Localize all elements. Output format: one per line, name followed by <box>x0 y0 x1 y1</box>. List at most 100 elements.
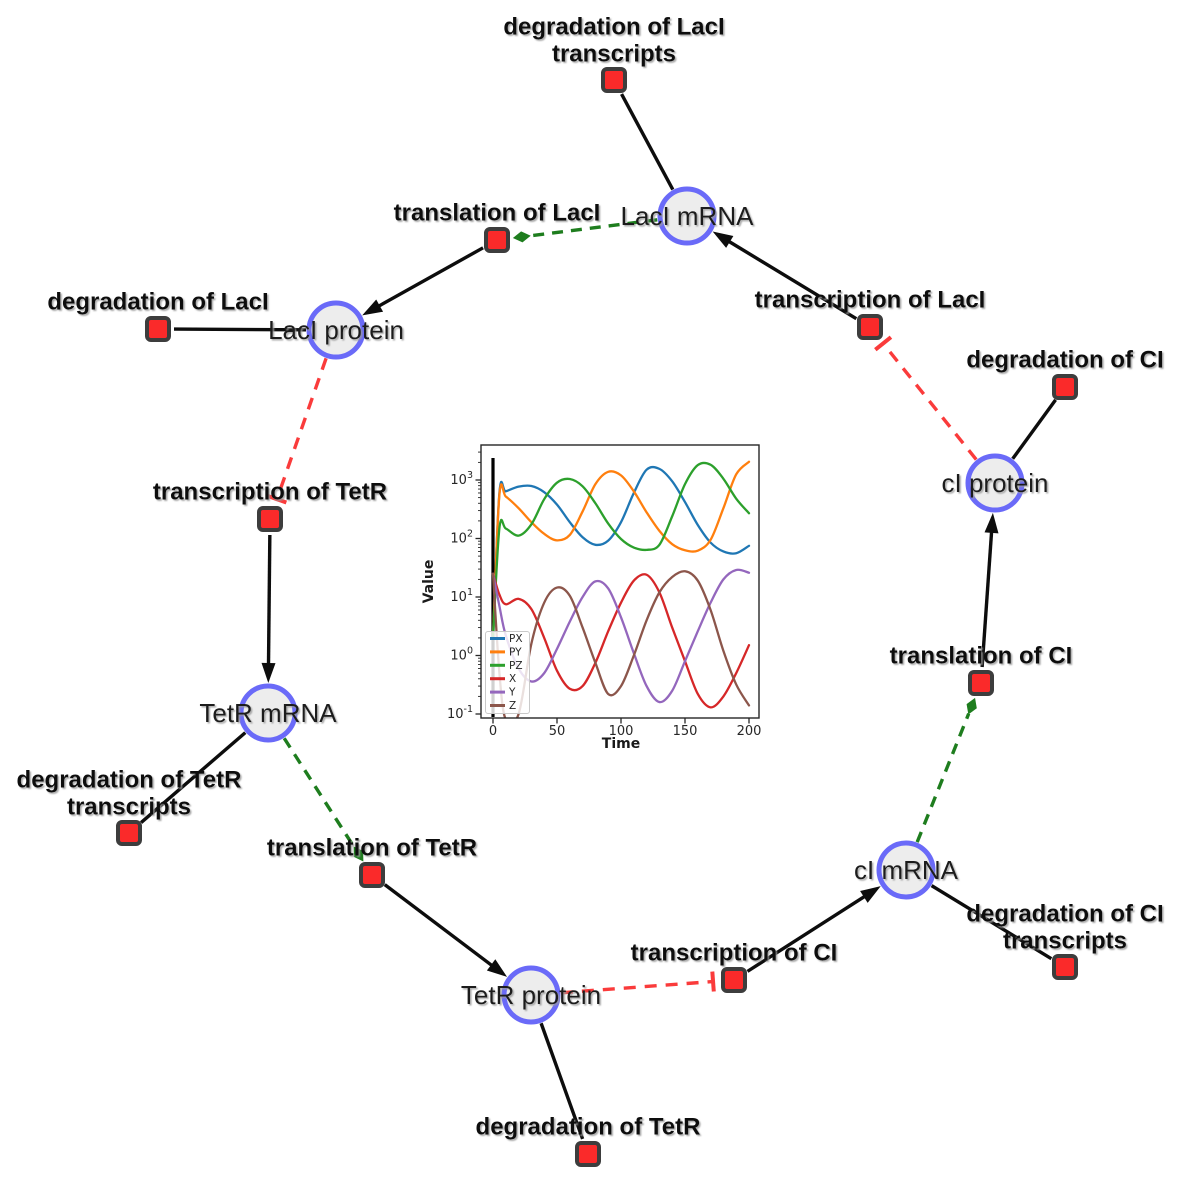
series-line-x <box>491 572 751 709</box>
reaction-label-transcription-of-laci: transcription of LacI <box>755 287 986 314</box>
reaction-label-degradation-of-laci-transcripts-line2: transcripts <box>552 41 676 68</box>
edge-inhibition-laci-protein-txn-tetr <box>275 357 328 500</box>
legend-label-py: PY <box>509 646 522 658</box>
edge-production-txn-tetr-tetr-mrna-arrowhead-icon <box>261 662 276 684</box>
edge-production-transl-ci-ci-protein-arrowhead-icon <box>984 512 999 534</box>
reaction-label-degradation-of-tetr: degradation of TetR <box>476 1114 701 1141</box>
y-tick-label: 103 <box>450 470 473 488</box>
x-axis-title: Time <box>602 736 640 752</box>
y-tick-label: 102 <box>450 529 473 547</box>
edge-consumption-laci-mrna-deg-laci-tx <box>620 93 675 191</box>
reaction-label-translation-of-tetr: translation of TetR <box>267 835 477 862</box>
reaction-node-translation-of-tetr[interactable] <box>359 862 385 888</box>
edge-production-transl-tetr-tetr-protein-arrowhead-icon <box>486 959 508 977</box>
edge-production-txn-ci-ci-mrna-arrowhead-icon <box>860 886 881 903</box>
edge-inhibition-tetr-protein-txn-ci <box>560 979 714 995</box>
series-line-px <box>491 465 751 640</box>
reaction-label-translation-of-ci: translation of CI <box>890 643 1073 670</box>
y-tick-label: 10-1 <box>447 704 473 722</box>
species-label-laci-protein: LacI protein <box>268 315 404 345</box>
chart-legend-box <box>485 631 530 714</box>
edge-inhibition-ci-protein-txn-laci <box>881 342 978 461</box>
edges-layer <box>140 93 1057 1140</box>
species-node-laci-protein[interactable] <box>306 300 366 360</box>
series-line-pz <box>491 461 751 640</box>
reaction-node-translation-of-ci[interactable] <box>968 670 994 696</box>
reaction-node-transcription-of-laci[interactable] <box>857 314 883 340</box>
chart-frame <box>480 444 760 719</box>
series-line-py <box>491 460 751 640</box>
x-tick-label: 50 <box>549 724 566 739</box>
edge-inhibition-ci-protein-txn-laci-tee-icon <box>874 335 893 352</box>
species-node-laci-mrna[interactable] <box>657 186 717 246</box>
edge-consumption-ci-mrna-deg-ci-tx <box>930 884 1053 961</box>
edge-consumption-tetr-mrna-deg-tetr-tx <box>140 731 247 824</box>
species-label-ci-mrna: cI mRNA <box>854 855 959 885</box>
legend-label-z: Z <box>509 700 516 712</box>
reaction-label-degradation-of-tetr-transcripts-line2: transcripts <box>67 794 191 821</box>
species-label-laci-mrna: LacI mRNA <box>621 201 755 231</box>
simulation-plot: 0 50 100 150 20010-1100101102103TimeValuePXP… <box>421 444 762 752</box>
x-tick-label: 200 <box>737 724 762 739</box>
edge-production-transl-ci-ci-protein <box>980 529 994 668</box>
species-node-tetr-mrna[interactable] <box>238 683 298 743</box>
edge-consumption-ci-protein-deg-ci <box>1011 398 1057 460</box>
edge-production-txn-ci-ci-mrna <box>746 893 868 973</box>
edge-production-txn-laci-laci-mrna-arrowhead-icon <box>712 231 734 248</box>
legend-label-px: PX <box>509 633 523 645</box>
reaction-label-degradation-of-laci: degradation of LacI <box>47 289 268 316</box>
species-node-tetr-protein[interactable] <box>501 965 561 1025</box>
species-label-tetr-mrna: TetR mRNA <box>199 698 337 728</box>
edge-modifier-ci-mrna-transl-ci-diamond-icon <box>966 697 977 715</box>
reaction-label-degradation-of-ci-transcripts-line2: transcripts <box>1003 928 1127 955</box>
reaction-label-transcription-of-tetr: transcription of TetR <box>153 479 387 506</box>
x-tick-label: 150 <box>673 724 698 739</box>
reaction-label-degradation-of-tetr-transcripts-line1: degradation of TetR <box>17 767 242 794</box>
x-tick-label: 100 <box>609 724 634 739</box>
species-label-tetr-protein: TetR protein <box>461 980 601 1010</box>
y-tick-label: 101 <box>450 587 473 605</box>
edge-modifier-laci-mrna-transl-laci <box>529 218 658 238</box>
reaction-node-degradation-of-laci[interactable] <box>145 316 171 342</box>
edge-modifier-tetr-mrna-transl-tetr-diamond-icon <box>353 846 364 862</box>
edge-modifier-tetr-mrna-transl-tetr <box>282 737 356 849</box>
reaction-node-transcription-of-tetr[interactable] <box>257 506 283 532</box>
edge-modifier-laci-mrna-transl-laci-diamond-icon <box>512 231 531 243</box>
legend-label-x: X <box>509 673 516 685</box>
edge-modifier-ci-mrna-transl-ci <box>915 712 971 843</box>
edge-inhibition-tetr-protein-txn-ci-tee-icon <box>710 971 716 992</box>
species-label-ci-protein: cI protein <box>942 468 1049 498</box>
reaction-node-degradation-of-ci-transcripts[interactable] <box>1052 954 1078 980</box>
reaction-label-degradation-of-ci: degradation of CI <box>966 347 1163 374</box>
edge-production-txn-laci-laci-mrna <box>726 238 858 321</box>
edge-production-transl-tetr-tetr-protein <box>383 883 495 969</box>
nodes-layer <box>116 67 1078 1167</box>
reaction-label-transcription-of-ci: transcription of CI <box>631 940 838 967</box>
reaction-node-degradation-of-tetr-transcripts[interactable] <box>116 820 142 846</box>
reaction-node-translation-of-laci[interactable] <box>484 227 510 253</box>
reaction-label-degradation-of-ci-transcripts-line1: degradation of CI <box>966 901 1163 928</box>
species-node-ci-protein[interactable] <box>965 453 1025 513</box>
labels-layer: degradation of LacItranscriptstranslatio… <box>17 14 1164 1141</box>
reaction-node-transcription-of-ci[interactable] <box>721 967 747 993</box>
edge-production-transl-laci-laci-protein <box>376 246 484 309</box>
species-node-ci-mrna[interactable] <box>876 840 936 900</box>
edge-production-transl-laci-laci-protein-arrowhead-icon <box>362 299 384 316</box>
edge-production-txn-tetr-tetr-mrna <box>266 534 272 667</box>
legend-label-y: Y <box>508 687 516 699</box>
reaction-node-degradation-of-ci[interactable] <box>1052 374 1078 400</box>
legend-label-pz: PZ <box>509 660 523 672</box>
reaction-label-translation-of-laci: translation of LacI <box>394 200 601 227</box>
y-axis-title: Value <box>421 560 437 604</box>
reaction-node-degradation-of-tetr[interactable] <box>575 1141 601 1167</box>
edge-consumption-tetr-protein-deg-tetr <box>539 1022 585 1140</box>
reaction-node-degradation-of-laci-transcripts[interactable] <box>601 67 627 93</box>
reaction-label-degradation-of-laci-transcripts-line1: degradation of LacI <box>503 14 724 41</box>
x-tick-label: 0 <box>489 724 497 739</box>
edge-consumption-laci-protein-deg-laci <box>173 327 307 332</box>
y-tick-label: 100 <box>450 646 473 664</box>
